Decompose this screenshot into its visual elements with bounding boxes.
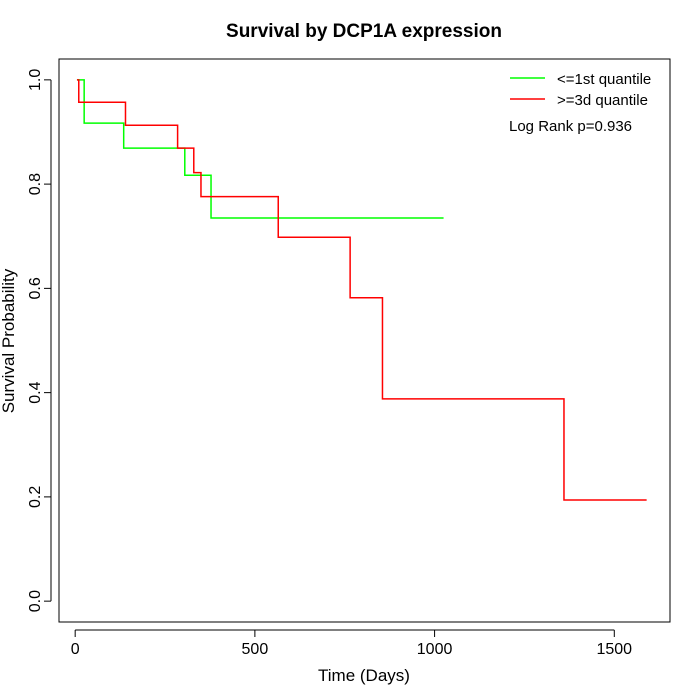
- y-tick-label: 0.8: [27, 173, 44, 195]
- series-layer: [76, 79, 647, 501]
- y-axis: 0.0 0.2 0.4 0.6 0.8 1.0: [27, 69, 52, 612]
- y-tick-label: 0.6: [27, 277, 44, 299]
- legend-label-high: >=3d quantile: [557, 92, 648, 109]
- x-axis: 0 500 1000 1500: [71, 629, 632, 658]
- x-tick-label: 1500: [596, 641, 632, 658]
- logrank-annotation: Log Rank p=0.936: [509, 118, 632, 135]
- x-axis-title: Time (Days): [318, 666, 410, 685]
- x-tick-label: 500: [242, 641, 269, 658]
- chart-title: Survival by DCP1A expression: [226, 21, 502, 42]
- x-tick-label: 0: [71, 641, 80, 658]
- legend-label-low: <=1st quantile: [557, 71, 651, 88]
- survival-curve-high: [76, 79, 647, 501]
- y-tick-label: 0.0: [27, 590, 44, 612]
- y-axis-title: Survival Probability: [0, 268, 18, 413]
- legend: <=1st quantile >=3d quantile: [510, 71, 651, 109]
- y-tick-label: 1.0: [27, 69, 44, 91]
- x-tick-label: 1000: [417, 641, 453, 658]
- y-tick-label: 0.2: [27, 486, 44, 508]
- plot-frame: [58, 58, 671, 623]
- y-tick-label: 0.4: [27, 381, 44, 403]
